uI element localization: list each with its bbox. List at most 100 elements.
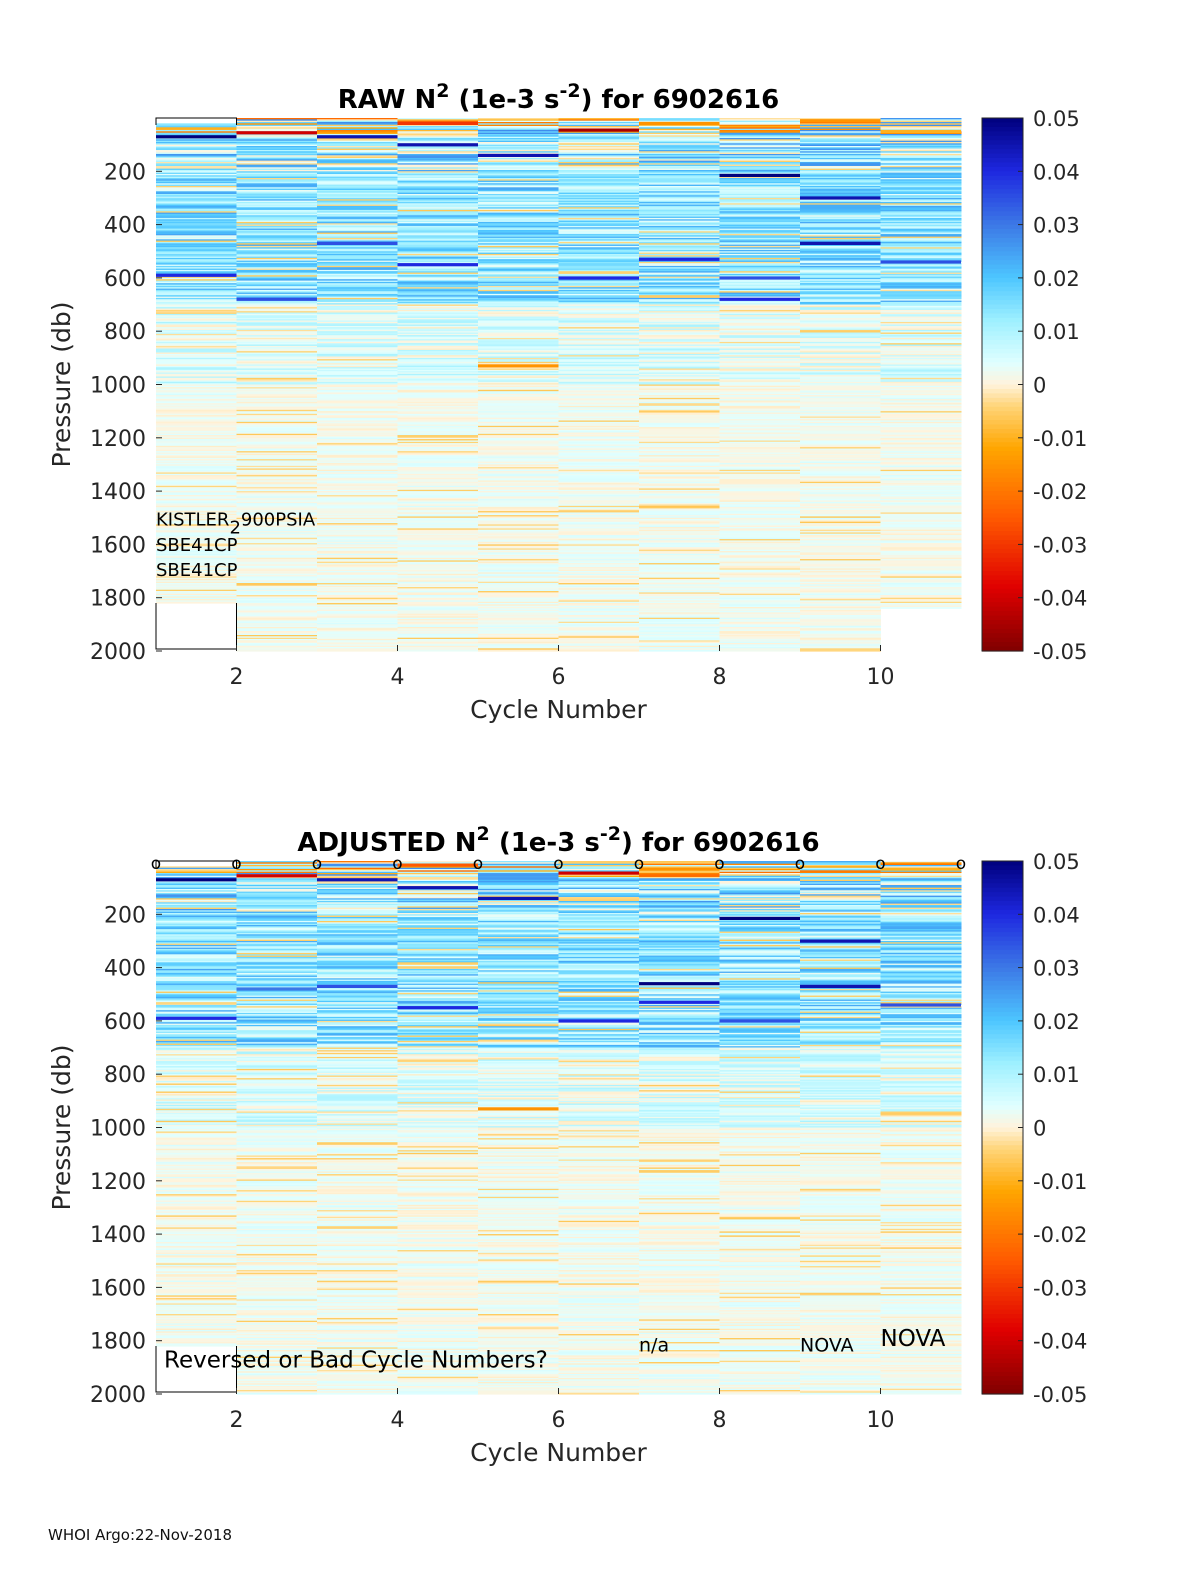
heatmap-cell (639, 223, 720, 226)
heatmap-cell (639, 464, 720, 467)
heatmap-cell (317, 263, 398, 266)
heatmap-cell (478, 178, 559, 180)
heatmap-cell (317, 557, 398, 560)
heatmap-cell (880, 311, 962, 314)
heatmap-cell (478, 643, 559, 645)
heatmap-cell (478, 211, 559, 214)
heatmap-cell (880, 437, 962, 440)
heatmap-cell (800, 471, 881, 473)
heatmap-cell (156, 1338, 237, 1340)
heatmap-cell (880, 495, 962, 497)
heatmap-cell (156, 392, 237, 395)
heatmap-cell (880, 219, 962, 222)
heatmap-cell (236, 1288, 318, 1291)
heatmap-cell (236, 1306, 318, 1308)
heatmap-cell (558, 197, 640, 200)
heatmap-cell (156, 433, 237, 436)
heatmap-cell (317, 964, 398, 967)
heatmap-cell (478, 163, 559, 166)
heatmap-cell (236, 1195, 318, 1198)
heatmap-cell (558, 241, 640, 244)
heatmap-cell (317, 324, 398, 327)
heatmap-cell (639, 297, 720, 300)
heatmap-cell (156, 1075, 237, 1078)
heatmap-cell (478, 460, 559, 463)
heatmap-cell (156, 1324, 237, 1327)
heatmap-cell (558, 249, 640, 252)
heatmap-cell (800, 329, 881, 332)
heatmap-cell (478, 176, 559, 179)
heatmap-cell (719, 607, 801, 609)
heatmap-cell (478, 148, 559, 151)
heatmap-cell (397, 204, 479, 207)
heatmap-cell (156, 1328, 237, 1331)
heatmap-cell (639, 196, 720, 199)
heatmap-cell (156, 1212, 237, 1215)
heatmap-cell (317, 587, 398, 589)
heatmap-cell (478, 158, 559, 160)
heatmap-cell (397, 256, 479, 259)
heatmap-cell (719, 348, 801, 351)
heatmap-cell (639, 524, 720, 527)
heatmap-cell (236, 174, 318, 176)
heatmap-cell (236, 1190, 318, 1192)
heatmap-cell (236, 456, 318, 459)
heatmap-cell (156, 399, 237, 402)
heatmap-cell (558, 540, 640, 543)
heatmap-cell (156, 343, 237, 346)
heatmap-cell (156, 477, 237, 480)
heatmap-column-cycle-4 (397, 118, 479, 652)
heatmap-cell (156, 1275, 237, 1278)
heatmap-cell (558, 480, 640, 483)
heatmap-cell (156, 516, 237, 519)
heatmap-cell (800, 468, 881, 471)
heatmap-cell (236, 647, 318, 649)
heatmap-cell (317, 252, 398, 255)
heatmap-cell (397, 303, 479, 306)
heatmap-cell (156, 1306, 237, 1308)
heatmap-cell (558, 369, 640, 372)
colorbar-segment (982, 553, 1023, 559)
heatmap-cell (558, 389, 640, 392)
heatmap-cell (317, 279, 398, 282)
heatmap-cell (800, 122, 881, 124)
heatmap-cell (397, 552, 479, 555)
heatmap-cell (156, 373, 237, 376)
heatmap-cell (156, 313, 237, 316)
heatmap-cell (156, 1268, 237, 1271)
heatmap-cell (317, 544, 398, 547)
heatmap-cell (156, 267, 237, 270)
heatmap-cell (478, 240, 559, 243)
heatmap-cell (639, 621, 720, 624)
heatmap-cell (156, 1020, 237, 1023)
heatmap-cell (639, 160, 720, 163)
heatmap-cell (317, 897, 398, 899)
heatmap-cell (478, 631, 559, 633)
heatmap-cell (800, 325, 881, 328)
heatmap-cell (236, 379, 318, 382)
heatmap-cell (156, 194, 237, 196)
heatmap-cell (478, 209, 559, 212)
heatmap-cell (317, 941, 398, 943)
heatmap-cell (478, 309, 559, 312)
heatmap-cell (880, 576, 962, 579)
heatmap-cell (236, 1110, 318, 1113)
heatmap-cell (478, 212, 559, 215)
heatmap-cell (719, 319, 801, 322)
heatmap-cell (397, 389, 479, 392)
heatmap-cell (800, 572, 881, 575)
heatmap-cell (880, 543, 962, 545)
heatmap-cell (719, 545, 801, 548)
heatmap-cell (800, 529, 881, 532)
heatmap-cell (317, 197, 398, 200)
heatmap-cell (397, 467, 479, 469)
heatmap-cell (236, 1078, 318, 1081)
heatmap-cell (800, 367, 881, 370)
heatmap-cell (317, 132, 398, 135)
colorbar-segment (982, 393, 1023, 399)
heatmap-cell (719, 159, 801, 162)
heatmap-cell (156, 601, 237, 604)
heatmap-cell (236, 557, 318, 560)
heatmap-cell (156, 893, 237, 895)
heatmap-cell (719, 609, 801, 612)
